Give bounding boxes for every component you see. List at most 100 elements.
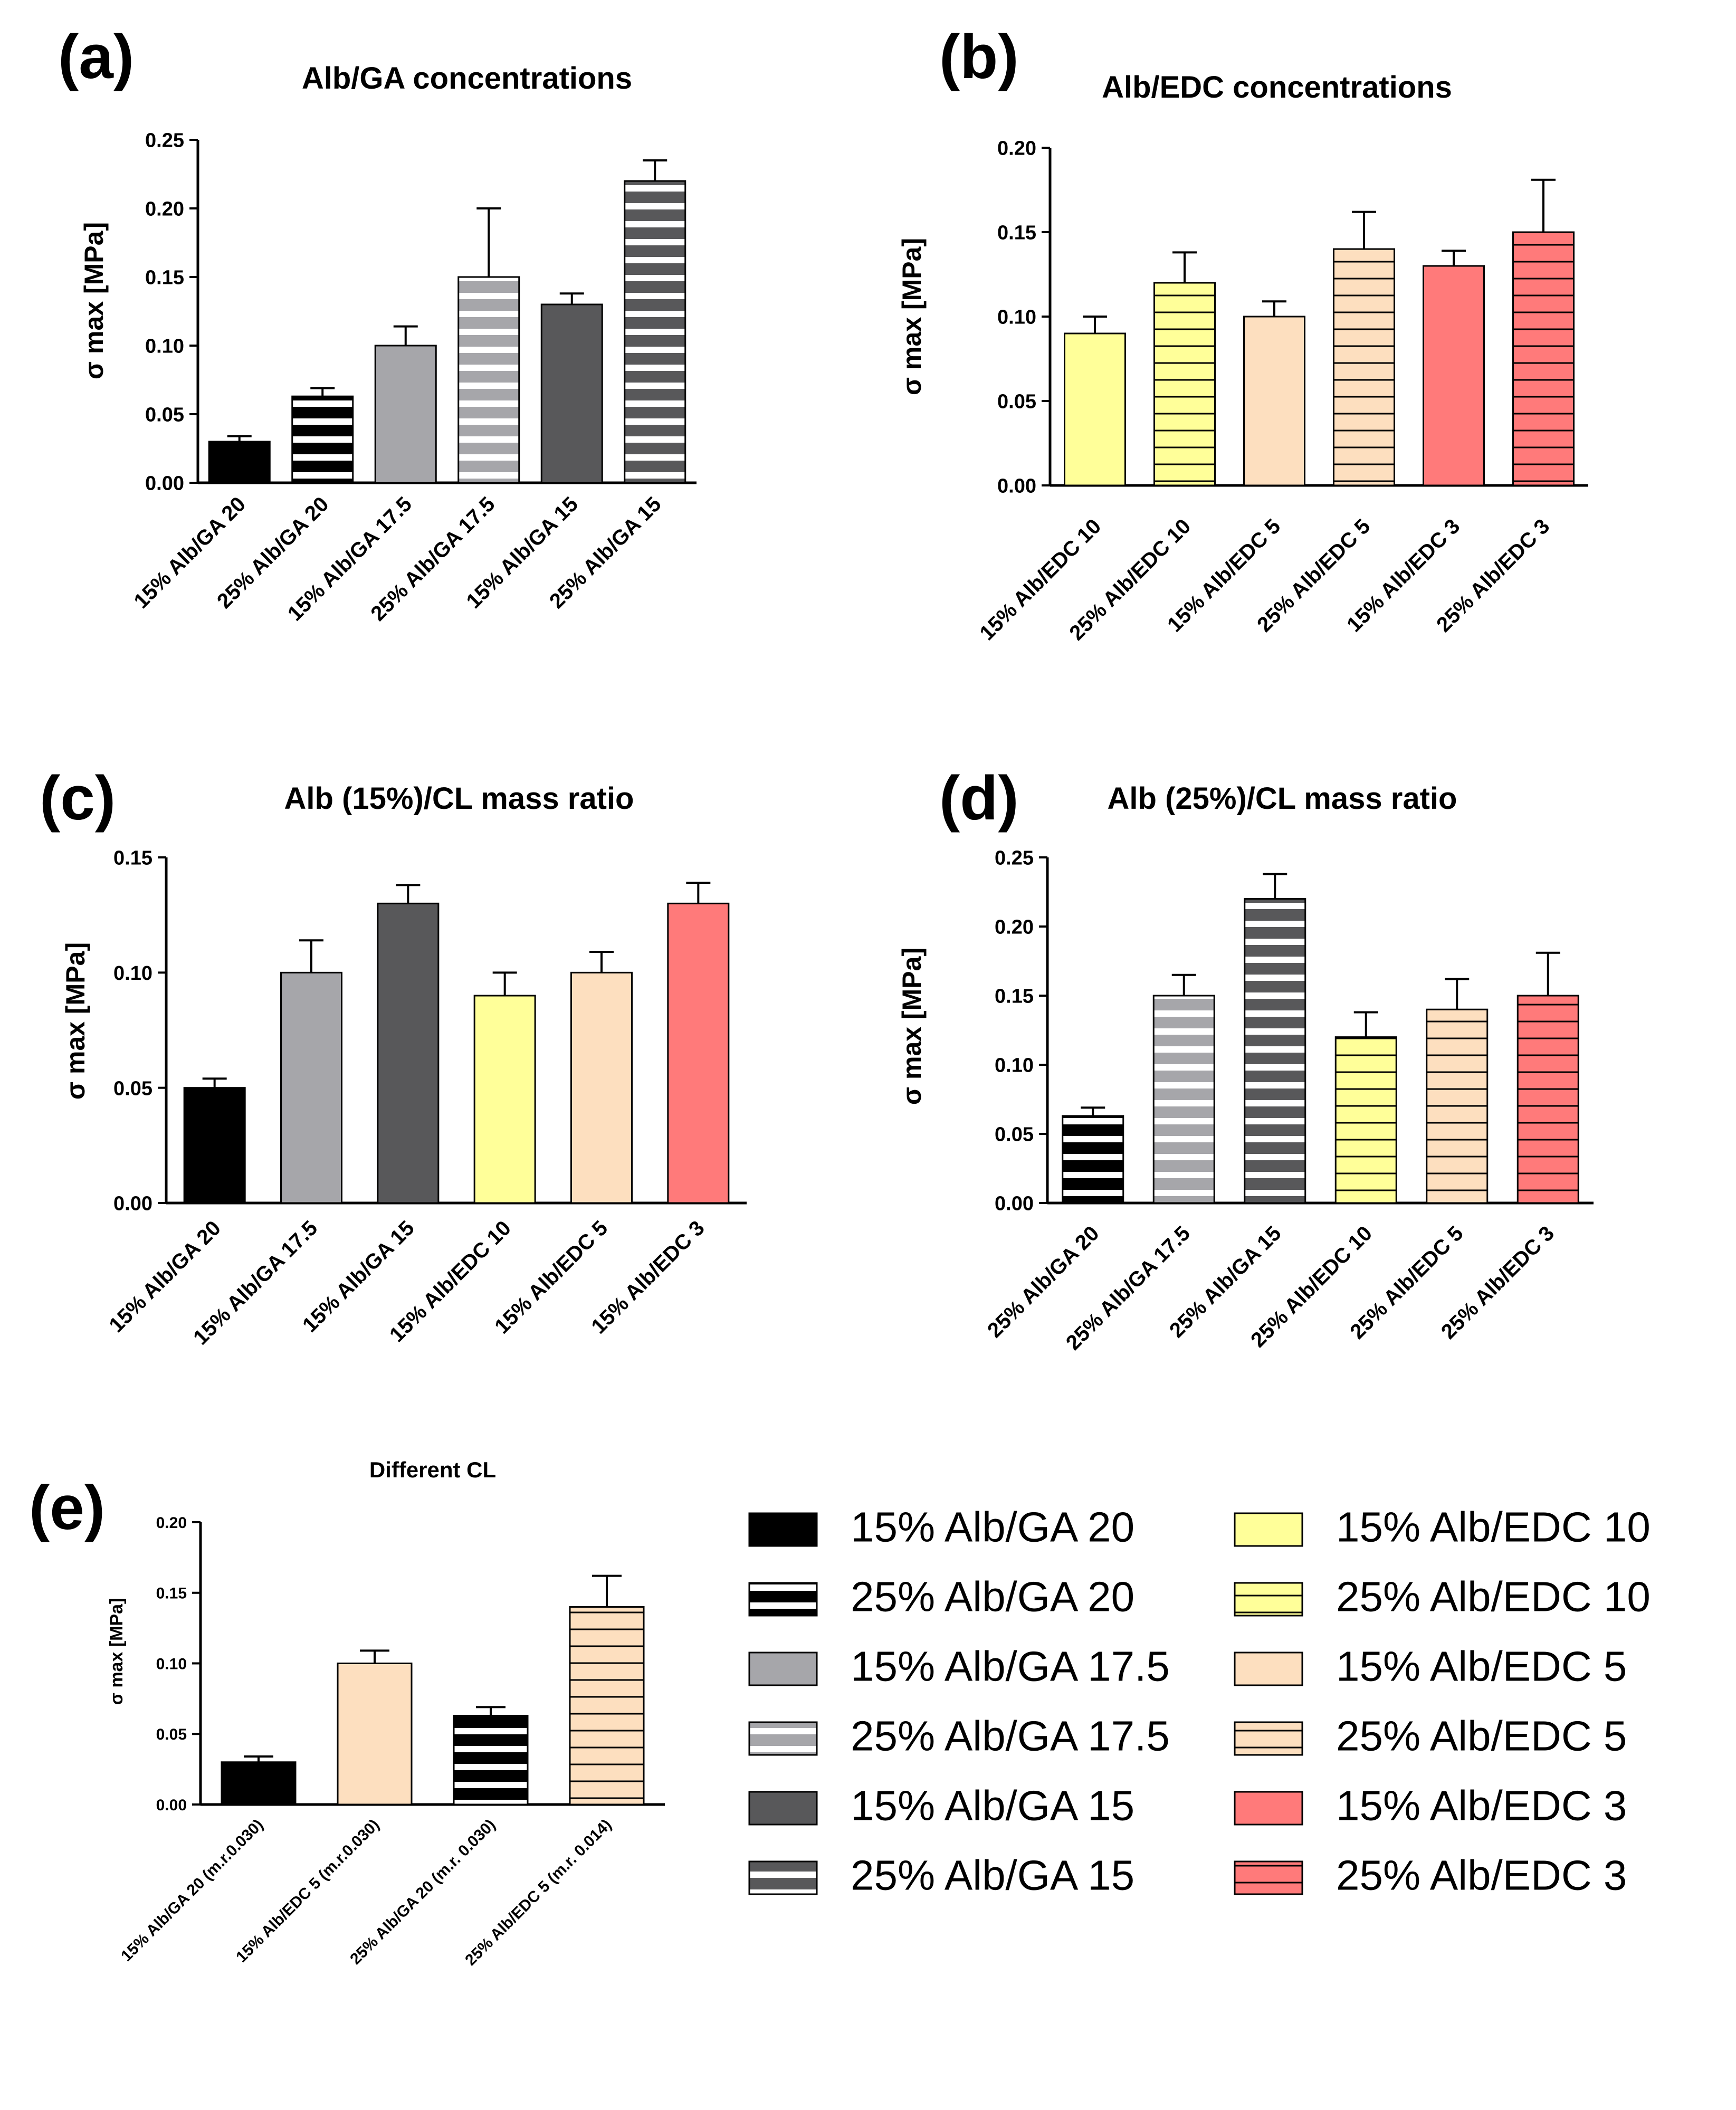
panel-d-y-axis-label: σ max [MPa] <box>897 948 927 1105</box>
panel-c-bar <box>570 971 633 1204</box>
panel-c-y-tick-label: 0.10 <box>113 962 152 985</box>
panel-e-y-tick-label: 0.15 <box>156 1585 187 1602</box>
legend: 15% Alb/GA 20 25% Alb/GA 20 15% Alb/GA 17.… <box>748 1503 1651 1898</box>
legend-label: 15% Alb/EDC 5 <box>1336 1643 1627 1689</box>
panel-b-bar <box>1243 316 1305 486</box>
panel-c-bar-group <box>280 939 342 1204</box>
panel-a-y-tick-label: 0.20 <box>145 198 184 221</box>
panel-b-y-tick-label: 0.05 <box>997 391 1036 413</box>
legend-item: 25% Alb/GA 20 <box>748 1573 1134 1620</box>
panel-c-y-tick-label: 0.00 <box>113 1193 152 1215</box>
panel-e-y-axis-label: σ max [MPa] <box>107 1598 127 1705</box>
panel-d-y-tick-label: 0.10 <box>995 1055 1034 1077</box>
panel-a-bar-group <box>374 325 437 484</box>
panel-c-bar-group <box>570 951 633 1204</box>
panel-d-bar-group <box>1244 873 1306 1204</box>
panel-b-bar <box>1153 282 1216 486</box>
legend-label: 25% Alb/EDC 5 <box>1336 1712 1627 1759</box>
panel-e-y-tick-label: 0.20 <box>156 1514 187 1532</box>
panel-d-bar-group <box>1516 951 1579 1204</box>
panel-b-y-tick-label: 0.10 <box>997 307 1036 329</box>
panel-b-bar-group <box>1512 178 1575 486</box>
panel-a-bar-group <box>540 292 603 484</box>
panel-d-y-tick-label: 0.00 <box>995 1193 1034 1215</box>
legend-label: 25% Alb/GA 17.5 <box>851 1712 1170 1759</box>
panel-c-y-tick-label: 0.05 <box>113 1077 152 1100</box>
panel-a-label: (a) <box>58 22 134 92</box>
panel-b: (b) Alb/EDC concentrations σ max [MPa] 0… <box>897 22 1588 645</box>
panel-e-y-tick-label: 0.05 <box>156 1726 187 1743</box>
panel-b-bar-group <box>1423 250 1485 486</box>
legend-swatch <box>748 1721 818 1756</box>
legend-swatch <box>748 1791 818 1826</box>
legend-item: 25% Alb/GA 17.5 <box>748 1712 1170 1759</box>
panel-a-y-axis-label: σ max [MPa] <box>79 222 109 379</box>
panel-a: (a) Alb/GA concentrations σ max [MPa] 0.… <box>58 22 697 625</box>
panel-e-title: Different CL <box>369 1457 496 1482</box>
panel-b-bar <box>1512 231 1575 486</box>
legend-swatch <box>1234 1860 1303 1895</box>
panel-b-bar-group <box>1064 316 1126 486</box>
panel-a-bar-group <box>208 435 271 484</box>
legend-label: 25% Alb/GA 15 <box>851 1851 1134 1898</box>
legend-swatch <box>1234 1791 1303 1826</box>
legend-label: 15% Alb/EDC 3 <box>1336 1782 1627 1829</box>
legend-swatch <box>1234 1651 1303 1686</box>
panel-a-bar <box>208 441 271 484</box>
legend-label: 15% Alb/GA 17.5 <box>851 1643 1170 1689</box>
panel-e-bar-group <box>453 1706 529 1806</box>
panel-d-bar-group <box>1334 1011 1397 1204</box>
legend-item: 25% Alb/EDC 5 <box>1234 1712 1627 1759</box>
panel-e-bar <box>453 1714 529 1806</box>
panel-a-bar <box>374 345 437 484</box>
panel-d-title: Alb (25%)/CL mass ratio <box>1108 781 1457 816</box>
panel-a-y-tick-label: 0.10 <box>145 336 184 358</box>
panel-c-bar <box>667 902 730 1204</box>
panel-e-y-tick-label: 0.00 <box>156 1797 187 1814</box>
panel-c-title: Alb (15%)/CL mass ratio <box>284 781 634 816</box>
legend-label: 15% Alb/GA 20 <box>851 1503 1134 1550</box>
panel-c-bar-group <box>183 1077 246 1204</box>
panel-d-bar <box>1152 995 1215 1204</box>
panel-c-bar <box>183 1087 246 1204</box>
panel-d-bar <box>1334 1036 1397 1204</box>
panel-a-bar-group <box>624 159 686 484</box>
legend-swatch <box>1234 1721 1303 1756</box>
panel-e-bar-group <box>569 1574 645 1806</box>
legend-swatch <box>748 1860 818 1895</box>
legend-swatch <box>748 1582 818 1617</box>
legend-label: 25% Alb/EDC 10 <box>1336 1573 1651 1620</box>
panel-d-bar-group <box>1062 1106 1124 1204</box>
legend-label: 15% Alb/GA 15 <box>851 1782 1134 1829</box>
panel-d-bar <box>1244 898 1306 1204</box>
legend-item: 15% Alb/EDC 5 <box>1234 1643 1627 1689</box>
panel-d-y-tick-label: 0.15 <box>995 986 1034 1008</box>
panel-a-y-tick-label: 0.25 <box>145 130 184 152</box>
panel-b-bar-group <box>1243 300 1305 486</box>
panel-d-y-tick-label: 0.05 <box>995 1124 1034 1146</box>
legend-item: 15% Alb/EDC 10 <box>1234 1503 1651 1550</box>
panel-b-title: Alb/EDC concentrations <box>1102 70 1452 104</box>
legend-item: 15% Alb/GA 17.5 <box>748 1643 1170 1689</box>
legend-item: 15% Alb/EDC 3 <box>1234 1782 1627 1829</box>
panel-d-bar <box>1516 995 1579 1204</box>
panel-c-label: (c) <box>40 763 116 833</box>
panel-c-bar <box>473 995 536 1204</box>
panel-a-y-tick-label: 0.00 <box>145 473 184 495</box>
panel-a-bar <box>457 276 520 484</box>
panel-b-y-tick-label: 0.15 <box>997 222 1036 244</box>
panel-c-y-axis-label: σ max [MPa] <box>61 942 90 1100</box>
panel-a-y-tick-label: 0.15 <box>145 267 184 289</box>
panel-b-label: (b) <box>939 22 1019 92</box>
panel-b-y-axis-label: σ max [MPa] <box>897 238 927 395</box>
panel-e-bar <box>221 1761 297 1806</box>
legend-item: 25% Alb/EDC 3 <box>1234 1851 1627 1898</box>
panel-d-bar-group <box>1426 978 1489 1204</box>
legend-swatch <box>1234 1512 1303 1547</box>
legend-item: 25% Alb/EDC 10 <box>1234 1573 1651 1620</box>
panel-c-bar-group <box>473 971 536 1204</box>
